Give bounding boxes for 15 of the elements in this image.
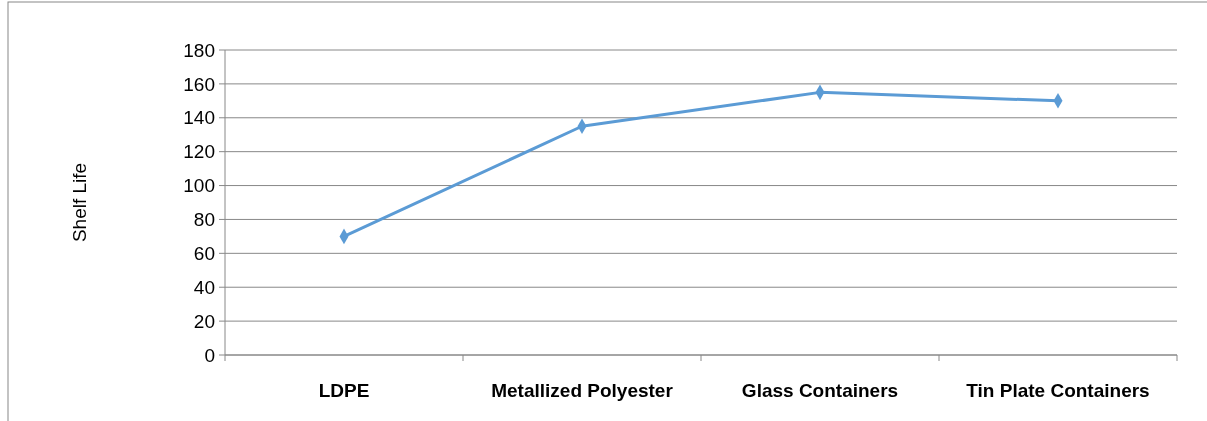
y-tick-label: 20 <box>193 310 215 332</box>
y-tick-label: 140 <box>183 107 215 129</box>
y-tick-label: 180 <box>183 39 215 61</box>
y-tick-label: 80 <box>193 209 215 231</box>
y-tick-label: 160 <box>183 73 215 95</box>
y-tick-label: 100 <box>183 175 215 197</box>
x-tick-label: LDPE <box>318 380 370 401</box>
y-tick-label: 40 <box>193 276 215 298</box>
x-tick-label: Tin Plate Containers <box>966 380 1150 401</box>
x-tick-label: Metallized Polyester <box>491 380 674 401</box>
y-tick-label: 0 <box>204 344 215 366</box>
y-tick-label: 60 <box>193 242 215 264</box>
y-tick-label: 120 <box>183 141 215 163</box>
y-axis-title: Shelf Life <box>69 162 90 243</box>
x-tick-label: Glass Containers <box>741 380 899 401</box>
